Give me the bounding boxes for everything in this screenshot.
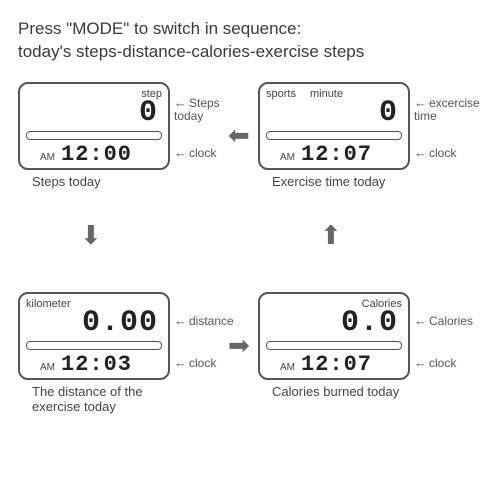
- lcd-distance: kilometer 0.00 AM 12:03: [18, 292, 170, 380]
- value-distance: 0.00: [26, 308, 162, 338]
- arrow-left-icon: ←: [174, 313, 187, 328]
- value-steps: 0: [26, 98, 162, 128]
- caption-distance: The distance of the exercise today: [18, 384, 243, 415]
- callout-distance-clock: clock: [189, 356, 216, 370]
- instruction-heading: Press "MODE" to switch in sequence: toda…: [18, 18, 482, 64]
- ampm: AM: [280, 152, 295, 163]
- progress-bar: [26, 131, 162, 140]
- screen-distance: kilometer 0.00 AM 12:03 ←distance ←clock…: [18, 292, 243, 415]
- clock-calories: 12:07: [301, 352, 372, 377]
- screen-calories: Calories 0.0 AM 12:07 ←Calories ←clock C…: [258, 292, 483, 400]
- lcd-exercise: sports minute 0 AM 12:07: [258, 82, 410, 170]
- callout-exercise-clock: clock: [429, 146, 456, 160]
- lcd-calories: Calories 0.0 AM 12:07: [258, 292, 410, 380]
- flow-arrow-right-icon: ➡: [228, 332, 250, 358]
- label-kilometer: kilometer: [26, 298, 71, 310]
- ampm: AM: [40, 152, 55, 163]
- progress-bar: [266, 341, 402, 350]
- callout-steps-clock: clock: [189, 146, 216, 160]
- caption-calories: Calories burned today: [258, 384, 483, 400]
- flow-arrow-up-icon: ⬆: [320, 222, 342, 248]
- lcd-steps: step 0 AM 12:00: [18, 82, 170, 170]
- heading-line2: today's steps-distance-calories-exercise…: [18, 41, 482, 64]
- screen-steps: step 0 AM 12:00 ←Steps today ←clock Step…: [18, 82, 243, 190]
- ampm: AM: [280, 362, 295, 373]
- arrow-left-icon: ←: [414, 355, 427, 370]
- value-exercise: 0: [266, 98, 402, 128]
- value-calories: 0.0: [266, 308, 402, 338]
- arrow-left-icon: ←: [414, 145, 427, 160]
- arrow-left-icon: ←: [414, 313, 427, 328]
- flow-arrow-down-icon: ⬇: [80, 222, 102, 248]
- ampm: AM: [40, 362, 55, 373]
- flow-arrow-left-icon: ⬅: [228, 122, 250, 148]
- callout-calories-clock: clock: [429, 356, 456, 370]
- arrow-left-icon: ←: [174, 95, 187, 110]
- clock-exercise: 12:07: [301, 142, 372, 167]
- arrow-left-icon: ←: [174, 355, 187, 370]
- label-minute: minute: [310, 88, 343, 100]
- progress-bar: [266, 131, 402, 140]
- callout-calories-top: Calories: [429, 314, 473, 328]
- caption-exercise: Exercise time today: [258, 174, 483, 190]
- arrow-left-icon: ←: [414, 95, 427, 110]
- caption-steps: Steps today: [18, 174, 243, 190]
- label-sports: sports: [266, 88, 296, 100]
- progress-bar: [26, 341, 162, 350]
- callout-distance-top: distance: [189, 314, 234, 328]
- clock-distance: 12:03: [61, 352, 132, 377]
- screen-exercise: sports minute 0 AM 12:07 ←excercise time…: [258, 82, 483, 190]
- arrow-left-icon: ←: [174, 145, 187, 160]
- clock-steps: 12:00: [61, 142, 132, 167]
- heading-line1: Press "MODE" to switch in sequence:: [18, 18, 482, 41]
- diagram-grid: step 0 AM 12:00 ←Steps today ←clock Step…: [18, 82, 482, 482]
